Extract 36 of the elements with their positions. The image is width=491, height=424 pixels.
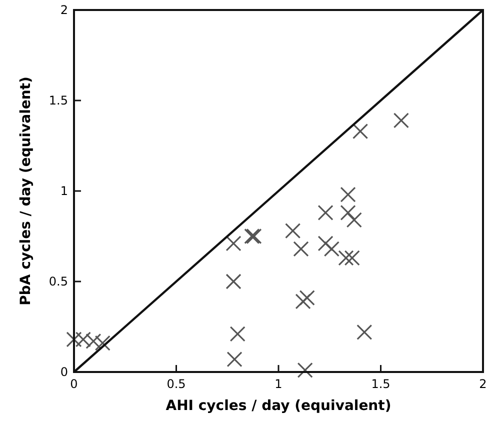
point <box>94 335 110 351</box>
point <box>66 332 82 348</box>
point <box>86 333 102 350</box>
point <box>297 362 313 378</box>
point <box>318 236 334 252</box>
x-tick-label: 1 <box>274 377 282 391</box>
point <box>393 112 409 128</box>
y-axis-title: PbA cycles / day (equivalent) <box>18 76 34 306</box>
point <box>340 204 356 221</box>
x-axis-title: AHI cycles / day (equivalent) <box>166 398 392 414</box>
point <box>75 332 92 348</box>
point <box>324 241 340 257</box>
point <box>285 223 301 239</box>
x-tick-label: 0.5 <box>166 377 186 391</box>
y-tick-label: 1.5 <box>48 94 68 108</box>
x-tick-label: 0 <box>70 377 78 391</box>
point <box>230 326 246 342</box>
y-tick-label: 0.5 <box>48 274 68 288</box>
point <box>226 274 242 290</box>
x-tick-label: 2 <box>479 377 487 391</box>
point <box>299 290 315 306</box>
y-tick-label: 2 <box>60 3 68 17</box>
y-tick-label: 0 <box>60 365 68 379</box>
point <box>352 123 368 140</box>
point <box>338 250 354 266</box>
point <box>318 204 334 221</box>
point <box>346 212 362 228</box>
point <box>293 241 309 257</box>
point <box>226 236 242 252</box>
point <box>344 250 360 266</box>
point <box>295 294 311 310</box>
point <box>226 352 242 368</box>
point <box>356 324 372 340</box>
x-tick-label: 1.5 <box>371 377 390 391</box>
y-tick-label: 1 <box>60 184 68 198</box>
point <box>340 186 356 202</box>
